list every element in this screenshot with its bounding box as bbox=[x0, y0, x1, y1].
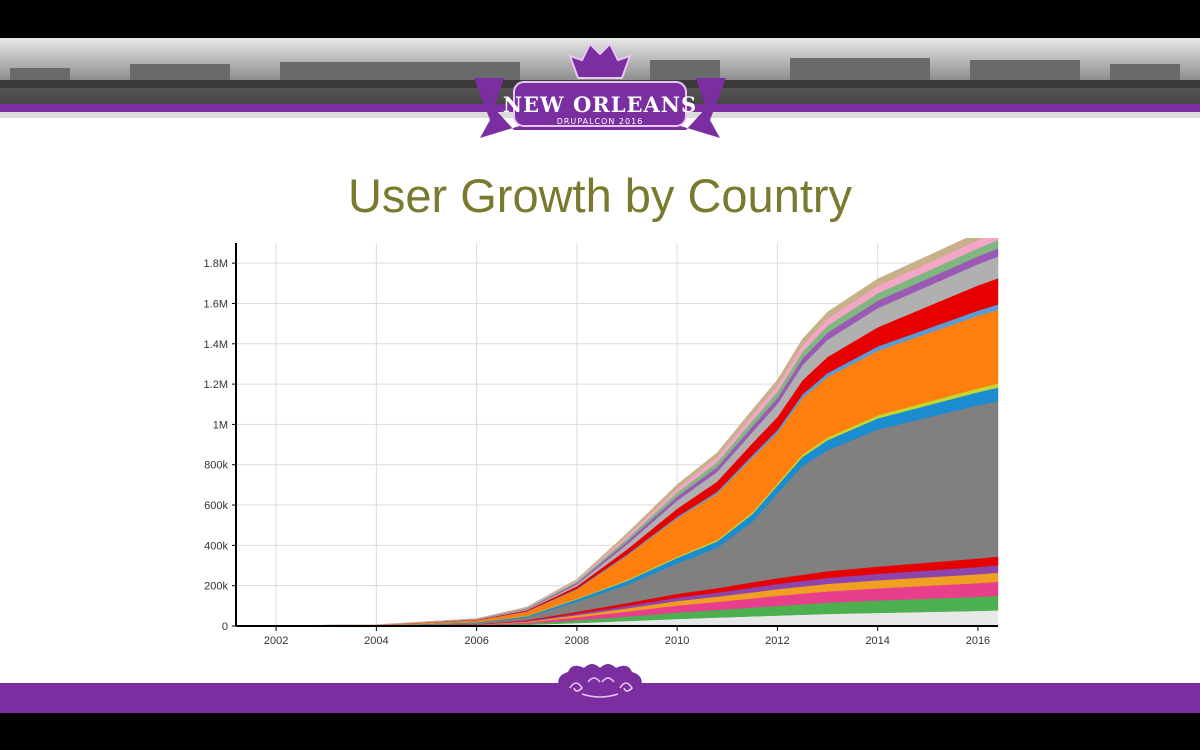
x-tick-label: 2006 bbox=[464, 635, 488, 647]
y-tick-label: 1.2M bbox=[204, 379, 228, 391]
x-tick-label: 2016 bbox=[966, 635, 990, 647]
y-tick-label: 1.4M bbox=[204, 339, 228, 351]
y-tick-label: 600k bbox=[204, 500, 228, 512]
y-tick-label: 800k bbox=[204, 460, 228, 472]
user-growth-area-chart: 0 200k 400k 600k 800k 1M 1.2M 1.6M 1.8M 1.4M 2002 2… bbox=[204, 238, 999, 647]
chart-axes: 0 200k 400k 600k 800k 1M 1.2M 1.6M 1.8M 1.4M 2002 2… bbox=[204, 243, 998, 647]
x-tick-label: 2008 bbox=[565, 635, 589, 647]
y-tick-label: 1.8M bbox=[204, 258, 228, 270]
x-tick-label: 2010 bbox=[665, 635, 689, 647]
slide-title: User Growth by Country bbox=[347, 169, 853, 222]
event-badge: NEW ORLEANS DRUPALCON 2016 bbox=[474, 42, 726, 138]
y-tick-label: 1M bbox=[213, 419, 228, 431]
badge-city-label: NEW ORLEANS bbox=[503, 92, 697, 117]
x-tick-label: 2014 bbox=[865, 635, 889, 647]
y-tick-label: 0 bbox=[222, 621, 228, 633]
chart-areas bbox=[235, 238, 999, 627]
x-tick-label: 2002 bbox=[264, 635, 288, 647]
series-area-17 bbox=[235, 238, 984, 627]
x-tick-label: 2012 bbox=[765, 635, 789, 647]
badge-event-label: DRUPALCON 2016 bbox=[557, 117, 644, 126]
slide: NEW ORLEANS DRUPALCON 2016 User Growth b… bbox=[0, 38, 1200, 713]
crown-icon bbox=[568, 42, 632, 79]
y-tick-label: 1.6M bbox=[204, 298, 228, 310]
y-tick-label: 400k bbox=[204, 540, 228, 552]
footer-ornament-icon bbox=[558, 664, 642, 705]
x-tick-label: 2004 bbox=[364, 635, 388, 647]
y-tick-label: 200k bbox=[204, 581, 228, 593]
